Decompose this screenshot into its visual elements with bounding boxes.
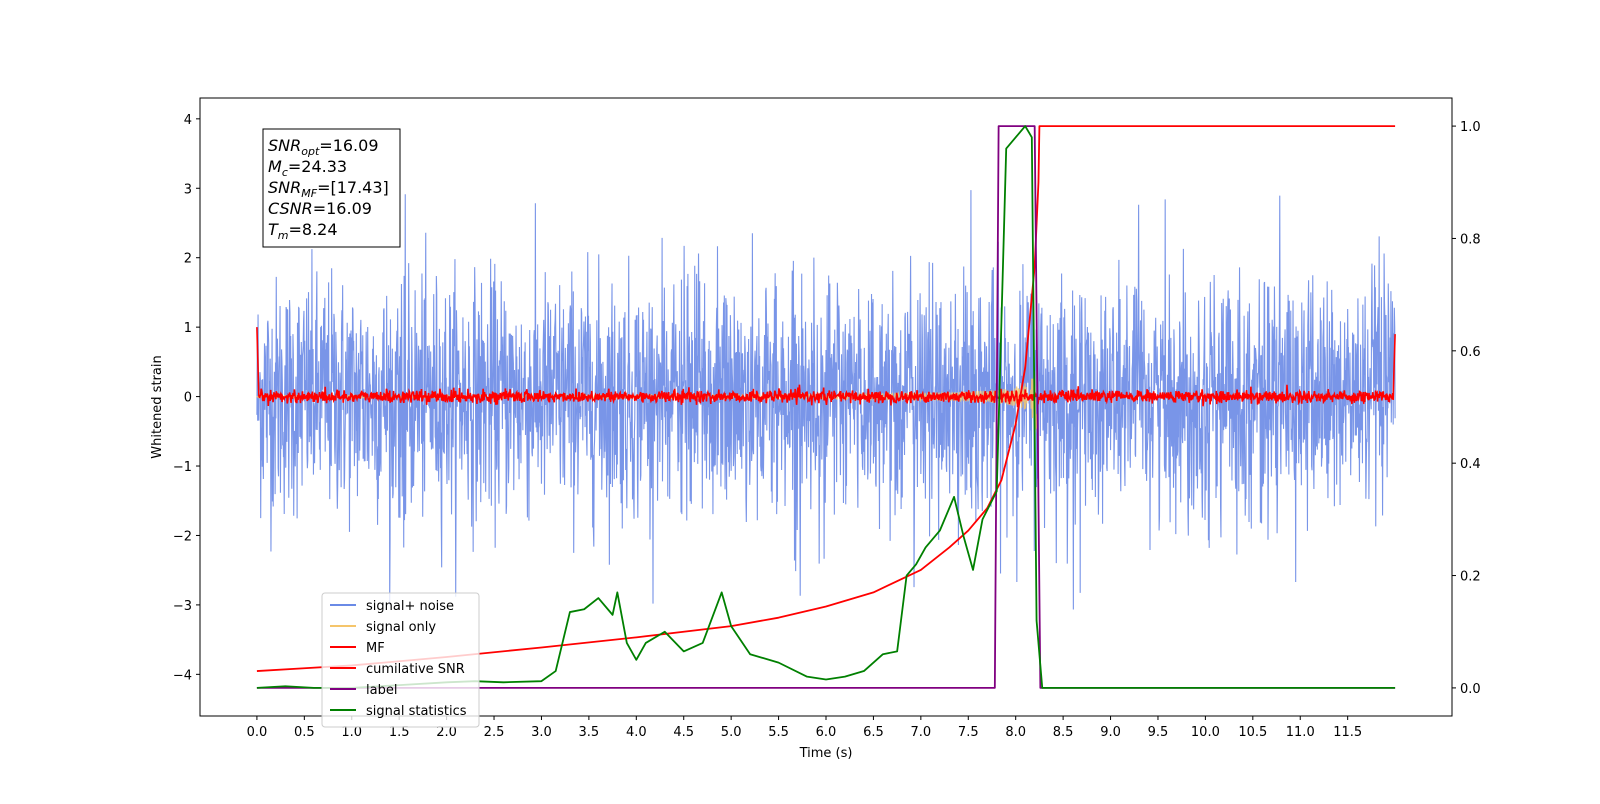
series-signal-noise — [256, 190, 1396, 610]
x-tick-label: 5.5 — [768, 725, 789, 740]
x-tick-label: 10.5 — [1238, 725, 1267, 740]
x-tick-label: 9.0 — [1100, 725, 1121, 740]
x-tick-label: 7.0 — [911, 725, 932, 740]
y2-tick-label: 0.2 — [1460, 570, 1481, 585]
y-tick-label: 0 — [184, 391, 192, 406]
legend-frame — [321, 592, 480, 728]
legend-label: signal+ noise — [366, 599, 454, 614]
y-axis-label: Whitened strain — [150, 355, 165, 458]
x-tick-label: 1.5 — [389, 725, 410, 740]
x-tick-label: 11.0 — [1286, 725, 1315, 740]
info-line: Tm=8.24 — [268, 220, 338, 242]
x-tick-label: 4.0 — [626, 725, 647, 740]
y-tick-label: 1 — [184, 321, 192, 336]
y2-tick-label: 0.4 — [1460, 457, 1481, 472]
info-line: CSNR=16.09 — [268, 199, 372, 218]
y-tick-label: −1 — [173, 460, 192, 475]
legend-label: label — [366, 683, 397, 698]
y-tick-label: 3 — [184, 182, 192, 197]
y2-tick-label: 0.0 — [1460, 682, 1481, 697]
legend-label: MF — [366, 641, 385, 656]
series-signal-statistics — [256, 125, 1396, 689]
legend-label: cumilative SNR — [366, 662, 465, 677]
x-tick-label: 6.0 — [816, 725, 837, 740]
x-tick-label: 5.0 — [721, 725, 742, 740]
x-tick-label: 8.5 — [1053, 725, 1074, 740]
x-tick-label: 9.5 — [1148, 725, 1169, 740]
info-line: SNRMF=[17.43] — [268, 178, 389, 200]
x-tick-label: 2.0 — [436, 725, 457, 740]
y-tick-label: −4 — [173, 668, 192, 683]
y-tick-label: −2 — [173, 529, 192, 544]
x-tick-label: 7.5 — [958, 725, 979, 740]
info-line: SNRopt=16.09 — [268, 136, 379, 158]
axes-layer: 0.0 0.5 1.0 1.5 2.0 2.5 3.0 3.5 4.0 4.5 5.0 5.5 6.0 6… — [173, 113, 1481, 740]
info-box-frame — [262, 128, 401, 248]
y2-tick-label: 0.6 — [1460, 345, 1481, 360]
y-tick-label: −3 — [173, 599, 192, 614]
x-tick-label: 4.5 — [673, 725, 694, 740]
legend-label: signal statistics — [366, 704, 467, 719]
x-tick-label: 1.0 — [341, 725, 362, 740]
x-tick-label: 0.5 — [294, 725, 315, 740]
x-tick-label: 11.5 — [1333, 725, 1362, 740]
y-tick-label: 4 — [184, 113, 192, 128]
series-mf — [256, 327, 1396, 408]
x-tick-label: 3.0 — [531, 725, 552, 740]
y2-tick-label: 0.8 — [1460, 232, 1481, 247]
x-tick-label: 10.0 — [1191, 725, 1220, 740]
info-box: SNRopt=16.09Mc=24.33SNRMF=[17.43]CSNR=16… — [262, 128, 401, 248]
x-tick-label: 2.5 — [484, 725, 505, 740]
legend-label: signal only — [366, 620, 436, 635]
legend: signal+ noise signal only MF cumilative SNR… — [321, 592, 480, 728]
x-tick-label: 8.0 — [1005, 725, 1026, 740]
y-tick-label: 2 — [184, 252, 192, 267]
x-tick-label: 3.5 — [579, 725, 600, 740]
y2-tick-label: 1.0 — [1460, 120, 1481, 135]
x-tick-label: 0.0 — [247, 725, 268, 740]
x-axis-label: Time (s) — [799, 746, 853, 761]
info-line: Mc=24.33 — [268, 157, 347, 179]
x-tick-label: 6.5 — [863, 725, 884, 740]
